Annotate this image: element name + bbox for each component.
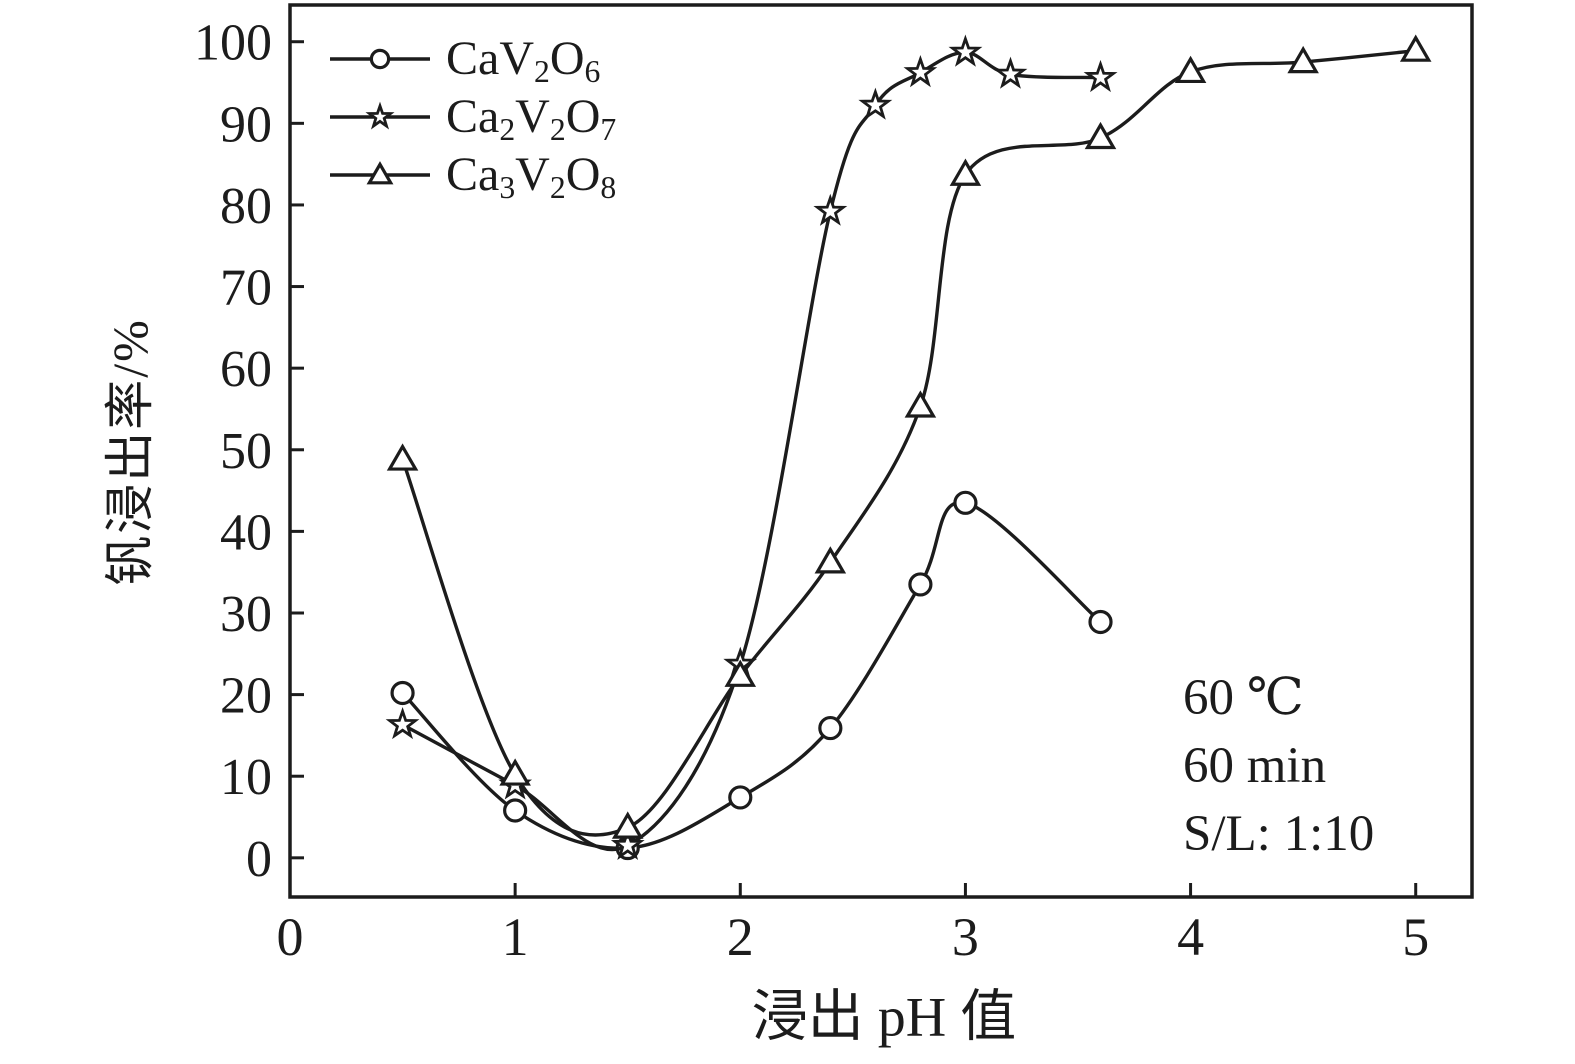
triangle-marker (611, 811, 644, 839)
x-tick-label: 4 (1177, 907, 1204, 967)
triangle-marker (724, 659, 757, 687)
star-marker (385, 707, 420, 740)
legend-label-CaV2O6: CaV2O6 (446, 32, 600, 88)
triangle-legend-icon (330, 161, 430, 185)
triangle-marker (949, 158, 982, 186)
formula-subscript: 2 (499, 111, 516, 147)
circle-marker (953, 490, 978, 515)
triangle-marker (904, 390, 937, 418)
star-marker (610, 827, 645, 860)
circle-legend-icon (330, 48, 430, 70)
y-tick-label: 70 (220, 260, 272, 317)
legend-label-Ca3V2O8: Ca3V2O8 (446, 148, 616, 204)
star-marker (993, 56, 1028, 89)
star-marker (1083, 59, 1118, 93)
y-tick-label: 60 (220, 341, 272, 398)
circle-marker (390, 680, 415, 706)
formula-text: CaV (446, 32, 534, 85)
y-tick-label: 0 (246, 831, 272, 888)
formula-text: O (549, 32, 585, 85)
circle-marker (908, 572, 933, 597)
legend-item-Ca2V2O7: Ca2V2O7 (328, 88, 616, 146)
circle-marker (1088, 609, 1113, 635)
triangle-marker (499, 758, 531, 786)
formula-text: O (565, 148, 601, 201)
triangle-marker (1084, 121, 1117, 150)
y-tick-label: 30 (220, 586, 272, 643)
legend-item-CaV2O6: CaV2O6 (328, 30, 616, 88)
annotation-line-2: 60 min (1183, 738, 1327, 794)
y-axis-label: 钒浸出率/% (102, 318, 158, 586)
x-axis-label: 浸出 pH 值 (751, 986, 1017, 1049)
triangle-marker (366, 161, 394, 185)
x-tick-label: 2 (727, 907, 754, 967)
triangle-marker (1174, 55, 1207, 84)
y-tick-label: 100 (194, 15, 272, 72)
series-CaV2O6 (390, 490, 1113, 861)
y-tick-label: 80 (220, 178, 272, 235)
formula-subscript: 6 (584, 53, 601, 89)
star-marker (365, 101, 395, 130)
formula-text: O (565, 90, 601, 143)
formula-text: V (515, 148, 550, 201)
annotation-line-1: 60 ℃ (1183, 670, 1304, 726)
formula-text: V (515, 90, 550, 143)
circle-marker (818, 715, 843, 741)
y-tick-label: 90 (220, 96, 272, 153)
star-marker (948, 34, 983, 67)
triangle-marker (1399, 34, 1432, 62)
legend-item-Ca3V2O8: Ca3V2O8 (328, 146, 616, 204)
triangle-marker (386, 443, 419, 471)
star-marker (813, 193, 848, 226)
y-tick-label: 50 (220, 423, 272, 480)
x-tick-label: 3 (952, 907, 979, 967)
star-marker (858, 87, 893, 120)
formula-subscript: 8 (600, 169, 617, 205)
x-tick-label: 0 (277, 907, 304, 967)
circle-marker (728, 785, 753, 810)
y-tick-label: 40 (220, 504, 272, 561)
formula-subscript: 2 (549, 111, 566, 147)
y-tick-label: 10 (220, 749, 272, 806)
series-Ca3V2O8 (386, 34, 1432, 839)
annotation-line-3: S/L: 1:10 (1183, 806, 1375, 862)
formula-subscript: 2 (533, 53, 550, 89)
x-tick-label: 1 (502, 907, 529, 967)
x-tick-label: 5 (1402, 907, 1429, 967)
circle-marker (503, 798, 528, 823)
legend-label-Ca2V2O7: Ca2V2O7 (446, 90, 616, 146)
formula-subscript: 7 (600, 111, 617, 147)
y-tick-label: 20 (220, 668, 272, 725)
legend: CaV2O6 Ca2V2O7 Ca3V2O8 (328, 30, 616, 204)
star-marker (903, 54, 938, 88)
star-legend-icon (330, 101, 430, 130)
triangle-marker (814, 546, 847, 574)
formula-text: Ca (446, 148, 500, 201)
formula-subscript: 3 (499, 169, 516, 205)
circle-marker (369, 48, 391, 70)
triangle-marker (1287, 45, 1319, 74)
conditions-annotation: 60 ℃ 60 min S/L: 1:10 (1183, 664, 1374, 868)
formula-subscript: 2 (549, 169, 566, 205)
formula-text: Ca (446, 90, 500, 143)
